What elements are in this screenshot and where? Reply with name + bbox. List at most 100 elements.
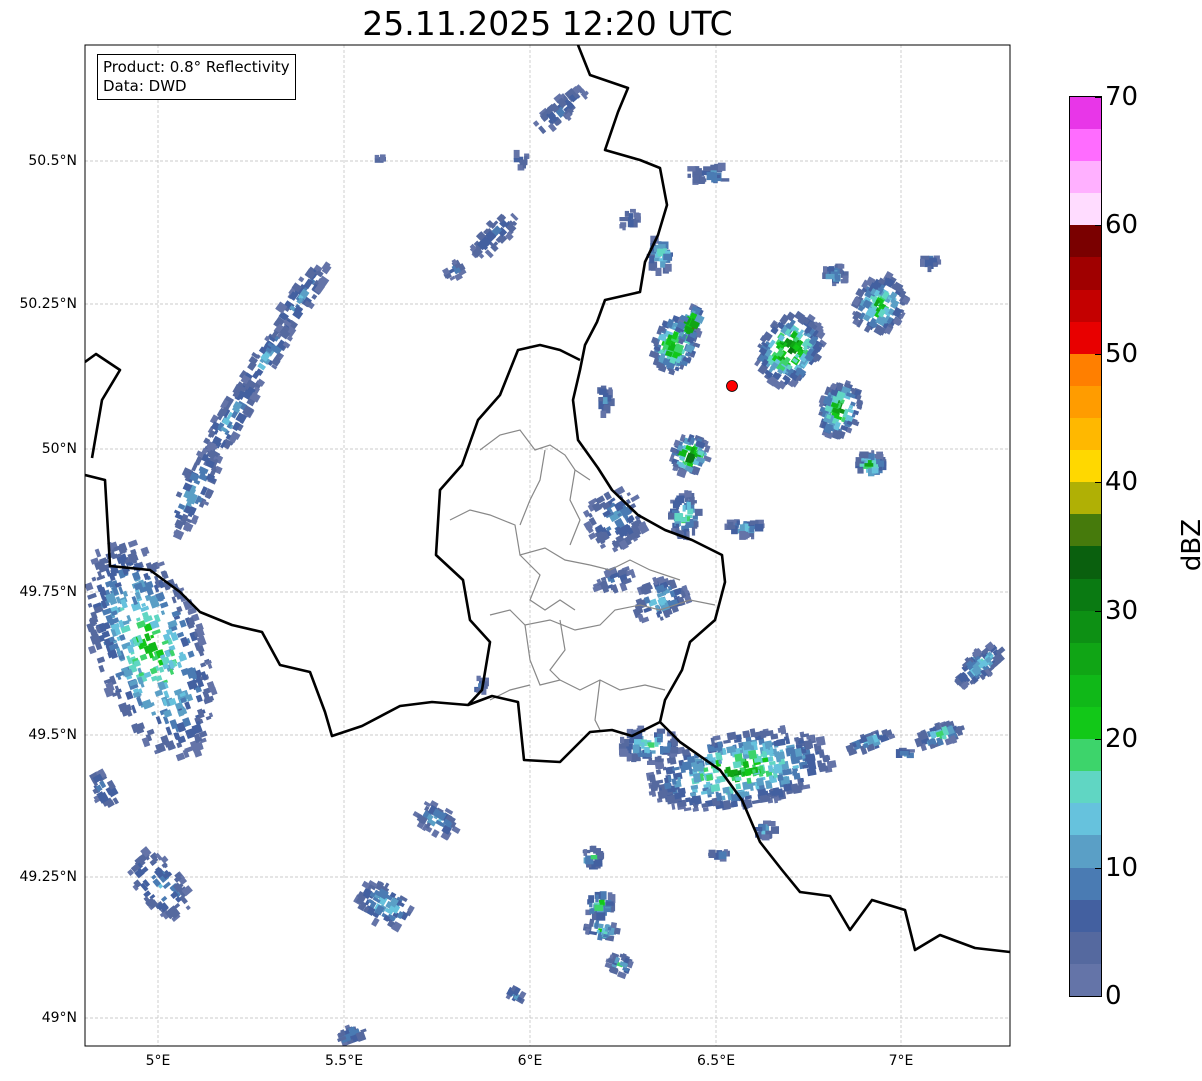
echo-pixel <box>100 600 108 609</box>
lon-tick-label: 7°E <box>888 1053 914 1069</box>
echo-pixel <box>151 711 157 716</box>
echo-pixel <box>661 746 670 753</box>
echo-pixel <box>599 543 607 550</box>
echo-pixel <box>752 731 758 738</box>
echo-pixel <box>125 690 134 701</box>
echo-pixel <box>176 721 187 733</box>
echo-pixel <box>383 914 391 922</box>
echo-pixel <box>810 349 818 358</box>
echo-pixel <box>146 728 155 736</box>
echo-pixel <box>678 493 687 497</box>
echo-pixel <box>824 430 834 440</box>
echo-pixel <box>663 253 672 261</box>
echo-pixel <box>585 909 592 916</box>
echo-pixel <box>808 335 819 346</box>
map-frame <box>84 44 1011 1047</box>
echo-pixel <box>134 591 142 600</box>
echo-pixel <box>471 246 483 258</box>
echo-pixel <box>735 783 742 790</box>
echo-pixel <box>802 345 809 351</box>
echo-pixel <box>689 446 696 456</box>
echo-pixel <box>355 893 367 905</box>
echo-pixel <box>132 688 139 694</box>
echo-pixel <box>647 750 656 754</box>
echo-pixel <box>694 166 700 173</box>
echo-pixel <box>852 409 860 416</box>
echo-pixel <box>689 504 695 510</box>
echo-pixel <box>790 751 797 758</box>
echo-pixel <box>179 691 186 698</box>
radar-site-marker <box>726 380 738 392</box>
echo-pixel <box>840 271 849 278</box>
echo-pixel <box>626 746 631 753</box>
echo-pixel <box>890 298 900 307</box>
echo-pixel <box>689 518 694 523</box>
echo-pixel <box>679 434 686 442</box>
echo-pixel <box>145 562 153 570</box>
echo-pixel <box>658 761 665 769</box>
echo-pixel <box>677 596 686 607</box>
echo-pixel <box>899 311 906 319</box>
echo-pixel <box>597 923 604 929</box>
echo-pixel <box>137 676 144 685</box>
echo-pixel <box>513 149 520 159</box>
echo-pixel <box>744 523 749 532</box>
echo-pixel <box>656 728 666 734</box>
radar-echoes <box>85 84 1006 1046</box>
echo-pixel <box>668 512 675 520</box>
echo-pixel <box>845 392 856 399</box>
echo-pixel <box>122 590 129 598</box>
echo-pixel <box>479 236 492 249</box>
echo-pixel <box>442 818 452 827</box>
echo-pixel <box>672 501 679 509</box>
echo-pixel <box>786 364 793 371</box>
echo-pixel <box>151 628 161 636</box>
echo-pixel <box>692 515 698 520</box>
echo-pixel <box>275 323 284 333</box>
echo-pixel <box>706 774 714 782</box>
echo-pixel <box>813 344 822 353</box>
echo-pixel <box>126 655 133 665</box>
echo-pixel <box>600 576 607 582</box>
echo-pixel <box>694 314 705 324</box>
echo-pixel <box>619 581 628 592</box>
echo-pixel <box>707 753 714 762</box>
echo-pixel <box>735 734 742 741</box>
echo-pixel <box>975 655 981 661</box>
echo-pixel <box>884 326 893 335</box>
echo-pixel <box>864 463 874 467</box>
echo-pixel <box>714 163 720 171</box>
echo-pixel <box>442 267 451 276</box>
colorbar-bin <box>1070 129 1101 162</box>
echo-pixel <box>588 918 595 927</box>
echo-pixel <box>788 319 796 328</box>
colorbar-bin <box>1070 931 1101 964</box>
echo-pixel <box>164 741 171 748</box>
echo-pixel <box>672 766 680 771</box>
echo-pixel <box>756 730 766 737</box>
echo-pixel <box>257 362 266 371</box>
echo-pixel <box>205 440 217 451</box>
echo-pixel <box>322 263 332 272</box>
echo-pixel <box>770 326 779 335</box>
lat-tick-label: 49.25°N <box>19 869 77 885</box>
echo-pixel <box>591 502 602 513</box>
echo-pixel <box>609 572 619 580</box>
echo-pixel <box>830 388 839 397</box>
echo-pixel <box>580 88 588 97</box>
echo-pixel <box>660 746 664 755</box>
echo-pixel <box>748 749 758 760</box>
echo-pixel <box>730 800 739 808</box>
echo-pixel <box>141 611 149 619</box>
echo-pixel <box>710 164 717 174</box>
echo-pixel <box>120 553 128 561</box>
echo-pixel <box>732 760 742 769</box>
echo-pixel <box>364 906 370 913</box>
colorbar-tick: 50 <box>1095 339 1138 369</box>
echo-pixel <box>906 752 914 759</box>
echo-pixel <box>981 647 990 656</box>
echo-pixel <box>681 333 688 342</box>
echo-pixel <box>115 646 122 657</box>
echo-pixel <box>313 264 323 274</box>
echo-pixel <box>282 341 291 349</box>
